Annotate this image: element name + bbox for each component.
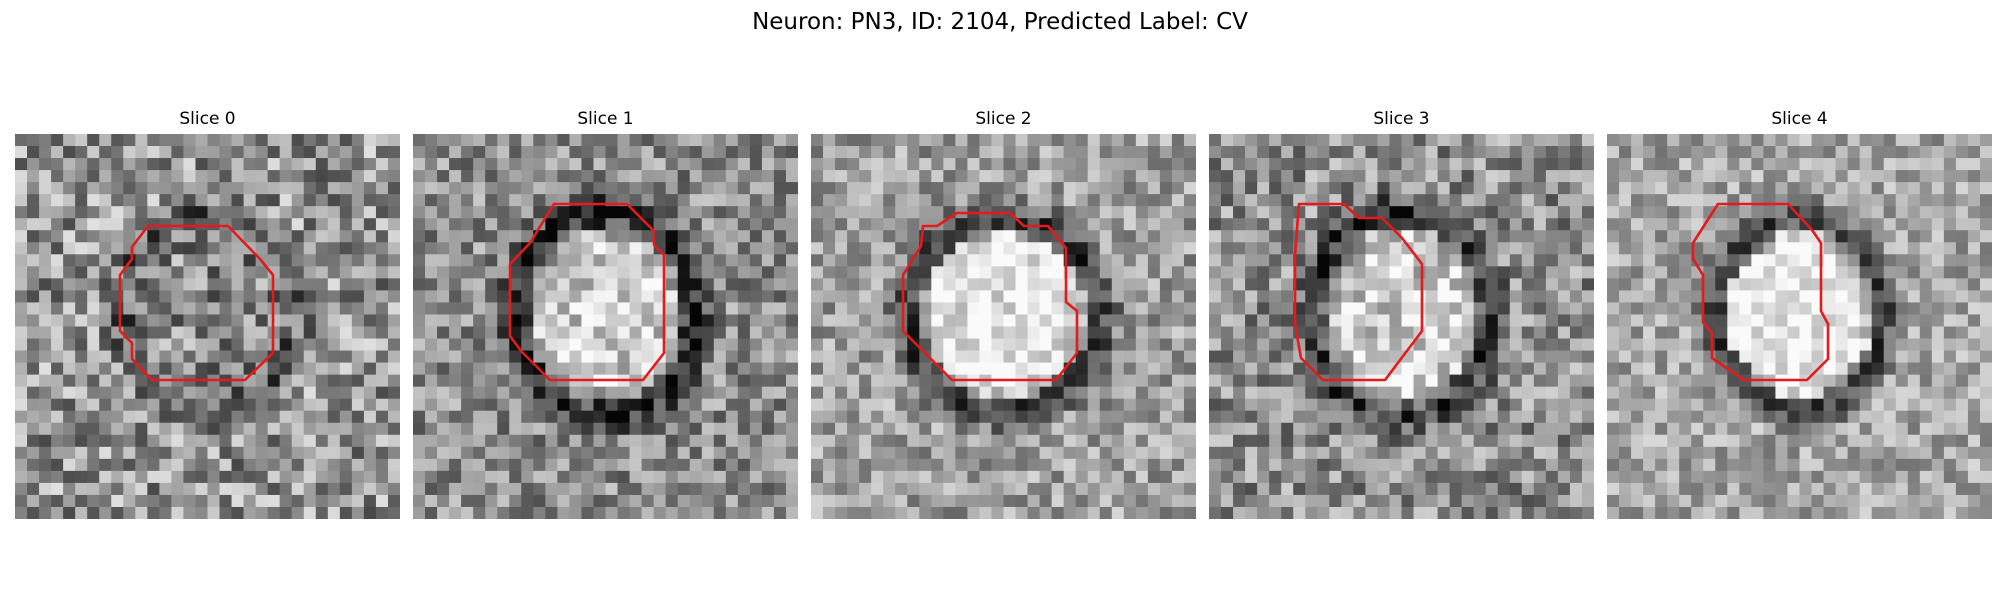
slice-title-3: Slice 3 [1373, 109, 1430, 129]
micrograph-pixels [15, 134, 400, 519]
micrograph-pixels [1209, 134, 1594, 519]
segmentation-contour [901, 211, 1079, 382]
slice-image-0 [15, 134, 400, 519]
segmentation-contour [1691, 202, 1830, 382]
slice-title-1: Slice 1 [577, 109, 634, 129]
slice-image-1 [413, 134, 798, 519]
slice-image-2 [811, 134, 1196, 519]
slice-title-2: Slice 2 [975, 109, 1032, 129]
segmentation-contour [1293, 202, 1424, 382]
slice-image-3 [1209, 134, 1594, 519]
micrograph-pixels [1607, 134, 1992, 519]
micrograph-pixels [413, 134, 798, 519]
segmentation-contour [118, 224, 275, 382]
figure-title: Neuron: PN3, ID: 2104, Predicted Label: … [752, 9, 1248, 35]
segmentation-contour [508, 202, 666, 382]
slice-title-0: Slice 0 [179, 109, 236, 129]
micrograph-pixels [811, 134, 1196, 519]
slice-image-4 [1607, 134, 1992, 519]
slice-title-4: Slice 4 [1771, 109, 1828, 129]
